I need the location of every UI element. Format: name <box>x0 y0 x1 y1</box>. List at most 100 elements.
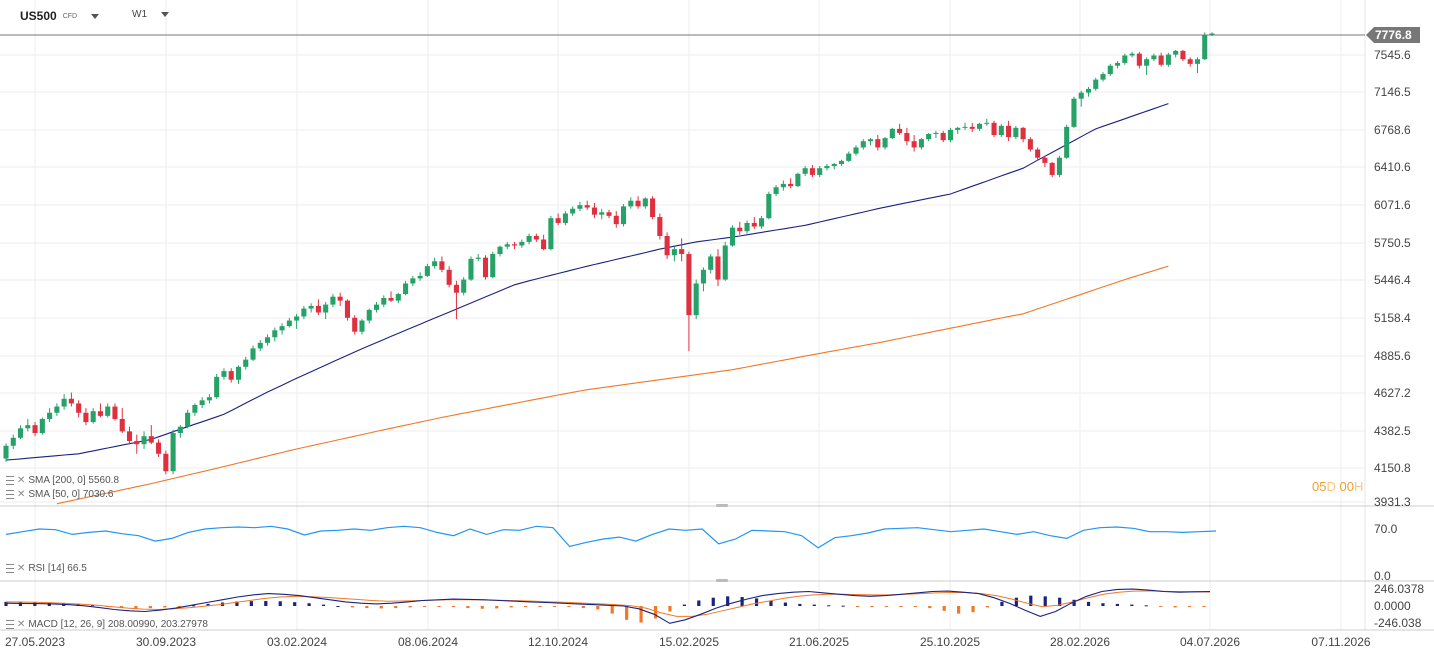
price-axis: 7545.6 7146.5 6768.6 6410.6 6071.6 5750.5 5446… <box>1374 48 1411 509</box>
candle-body <box>39 418 45 433</box>
macd-tick-label: -246.038 <box>1374 616 1422 630</box>
candle <box>424 263 430 278</box>
candle <box>1085 87 1092 97</box>
candle-body <box>446 269 452 285</box>
candle <box>490 251 496 279</box>
candle <box>119 408 125 433</box>
time-tick-label: 07.11.2026 <box>1311 635 1370 649</box>
time-axis: 27.05.2023 30.09.2023 03.02.2024 08.06.2024… <box>5 635 1371 649</box>
candle <box>1202 32 1208 61</box>
symbol-selector[interactable]: US500 CFD <box>20 9 100 23</box>
candle <box>773 185 779 197</box>
candle-body <box>1129 53 1135 56</box>
candle-body <box>613 215 619 225</box>
macd-histogram-bar <box>264 601 268 606</box>
candle <box>410 275 416 287</box>
macd-histogram-bar <box>4 601 8 606</box>
candle <box>926 132 932 142</box>
candle <box>1144 57 1150 75</box>
pane-resize-handle <box>716 579 728 582</box>
candle-body <box>424 266 430 276</box>
candle <box>1056 155 1062 178</box>
candle-body <box>1180 50 1186 60</box>
macd-histogram-bar <box>668 606 672 612</box>
macd-histogram-bar <box>754 598 759 606</box>
close-icon[interactable]: ✕ <box>17 619 26 630</box>
candle-body <box>148 436 154 443</box>
candle <box>933 130 939 139</box>
candle <box>860 139 866 150</box>
candle-body <box>802 168 808 174</box>
legend-sma50[interactable]: ✕ SMA [50, 0] 7030.6 <box>6 489 113 500</box>
candle-body <box>933 132 939 134</box>
candle <box>504 241 510 250</box>
candle <box>853 145 859 156</box>
candle <box>1078 90 1084 107</box>
macd-histogram-bar <box>971 606 975 613</box>
macd-histogram-bar <box>798 603 802 606</box>
candle-body <box>32 425 38 433</box>
legend-macd[interactable]: ✕ MACD [12, 26, 9] 208.00990, 203.27978 <box>6 619 208 630</box>
macd-histogram-bar <box>552 606 557 607</box>
candle-body <box>838 160 845 164</box>
current-price-marker: 7776.8 <box>0 27 1420 43</box>
candle-body <box>998 125 1004 136</box>
candle <box>308 303 314 313</box>
candle <box>163 450 169 475</box>
menu-icon[interactable] <box>6 564 14 573</box>
candle-body <box>235 366 242 380</box>
candle <box>838 159 845 167</box>
candle <box>97 403 103 418</box>
legend-rsi-label: RSI [14] 66.5 <box>28 563 87 574</box>
candle-body <box>453 284 459 293</box>
legend-rsi[interactable]: ✕ RSI [14] 66.5 <box>6 563 87 574</box>
candle <box>599 208 605 220</box>
candle <box>482 255 489 280</box>
rsi-tick-label: 0.0 <box>1374 569 1391 583</box>
candle-body <box>1158 55 1164 65</box>
candles[interactable] <box>3 32 1215 475</box>
close-icon[interactable]: ✕ <box>17 489 26 500</box>
candle <box>679 238 685 262</box>
candle-body <box>221 371 227 377</box>
time-tick-label: 21.06.2025 <box>789 635 849 649</box>
candle <box>751 217 757 229</box>
candle-body <box>686 254 692 316</box>
candle <box>620 204 627 227</box>
candle <box>323 301 329 320</box>
candle-body <box>555 218 561 223</box>
rsi-pane[interactable]: 70.0 0.0 <box>5 522 1398 583</box>
candle <box>526 233 532 245</box>
candle-body <box>76 403 82 413</box>
close-icon[interactable]: ✕ <box>17 563 26 574</box>
legend-sma200[interactable]: ✕ SMA [200, 0] 5560.8 <box>6 475 119 486</box>
candle <box>570 206 576 216</box>
sma200-path <box>56 265 1169 505</box>
candle-body <box>693 283 699 316</box>
macd-histogram-bar <box>336 606 340 607</box>
candle <box>1151 53 1157 62</box>
candle-body <box>61 398 67 407</box>
candle <box>344 299 351 321</box>
candle <box>264 334 271 346</box>
candle <box>47 408 53 423</box>
menu-icon[interactable] <box>6 620 14 629</box>
menu-icon[interactable] <box>6 476 14 485</box>
timeframe-selector[interactable]: W1 <box>132 9 169 20</box>
close-icon[interactable]: ✕ <box>17 475 26 486</box>
price-tick-label: 6071.6 <box>1374 198 1411 212</box>
menu-icon[interactable] <box>6 490 14 499</box>
candle <box>766 191 772 220</box>
candle-body <box>512 244 518 246</box>
candle <box>199 397 205 409</box>
candle <box>134 434 140 454</box>
macd-pane[interactable]: 246.0378 0.0000 -246.038 <box>4 582 1424 630</box>
macd-histogram-bar <box>1130 604 1134 606</box>
candle-body <box>410 278 416 284</box>
candle <box>468 256 474 281</box>
macd-histogram-bar <box>307 603 311 606</box>
price-tick-label: 4885.6 <box>1374 349 1411 363</box>
candle-body <box>897 128 903 133</box>
candle-body <box>68 398 74 404</box>
